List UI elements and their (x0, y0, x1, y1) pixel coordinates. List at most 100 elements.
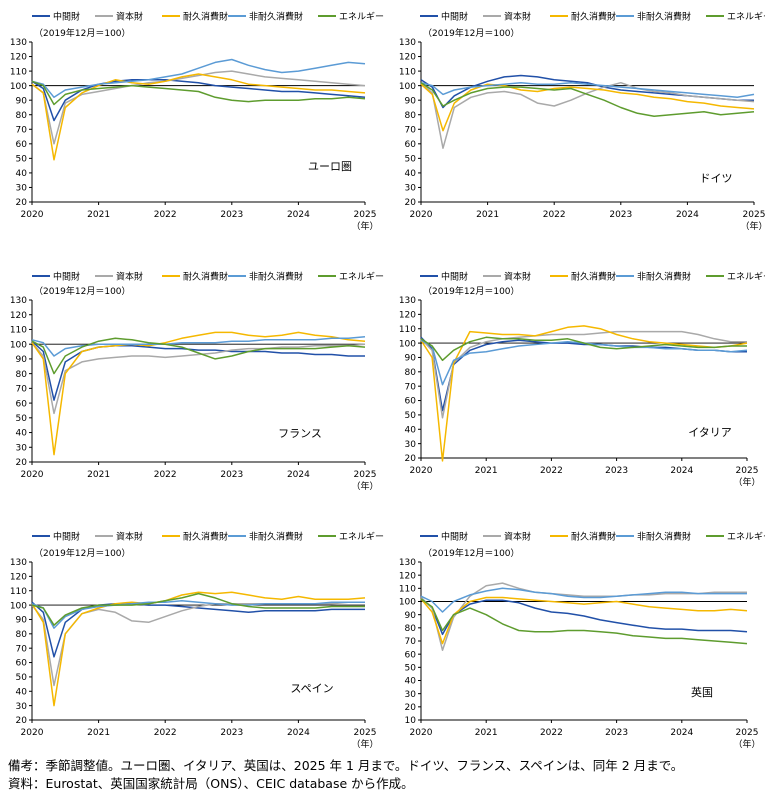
figure: 中間財 資本財 耐久消費財 非耐久消費財 エネルギー（2019年12月＝100）2030… (10, 11, 765, 751)
y-tick-label: 130 (399, 558, 416, 568)
x-tick-label: 2025 (736, 466, 759, 476)
chart-panel-4: 中間財 資本財 耐久消費財 非耐久消費財 エネルギー （2019年12月＝100） 20 30… (399, 271, 765, 489)
series-line-中間財 (420, 596, 748, 636)
x-tick-label: 2020 (410, 466, 433, 476)
legend-label-nondurable: 非耐久消費財 (249, 531, 303, 543)
x-tick-label: 2025 (743, 210, 765, 220)
y-tick-label: 40 (405, 169, 417, 179)
region-label: フランス (278, 427, 322, 440)
y-tick-label: 40 (16, 429, 28, 439)
y-tick-label: 30 (405, 440, 417, 450)
y-tick-label: 110 (10, 67, 27, 77)
x-tick-label: 2020 (410, 728, 433, 738)
region-label: ドイツ (700, 172, 733, 185)
y-tick-label: 80 (16, 111, 28, 121)
y-tick-label: 50 (405, 155, 417, 165)
y-tick-label: 60 (405, 650, 417, 660)
y-tick-label: 100 (10, 601, 27, 611)
series-line-エネルギー (31, 80, 366, 106)
legend: 中間財 資本財 耐久消費財 非耐久消費財 エネルギー (32, 531, 384, 543)
y-tick-label: 90 (16, 355, 28, 365)
legend-label-durable: 耐久消費財 (183, 271, 228, 283)
y-tick-label: 100 (10, 82, 27, 92)
legend-label-nondurable: 非耐久消費財 (637, 11, 691, 23)
y-tick-label: 50 (16, 155, 28, 165)
y-tick-label: 80 (405, 624, 417, 634)
y-tick-label: 110 (10, 587, 27, 597)
x-tick-label: 2022 (543, 210, 566, 220)
legend-label-capital: 資本財 (116, 271, 143, 283)
x-tick-label: 2024 (676, 210, 699, 220)
y-tick-label: 70 (405, 125, 417, 135)
legend-label-intermediate: 中間財 (53, 531, 80, 543)
x-tick-label: 2023 (220, 470, 243, 480)
legend-label-durable: 耐久消費財 (183, 11, 228, 23)
y-tick-label: 50 (405, 411, 417, 421)
y-tick-label: 130 (10, 558, 27, 568)
legend-label-durable: 耐久消費財 (571, 531, 616, 543)
region-label: スペイン (290, 682, 333, 695)
series-line-エネルギー (420, 336, 747, 362)
y-tick-label: 70 (405, 637, 417, 647)
legend-label-durable: 耐久消費財 (571, 271, 616, 283)
y-tick-label: 70 (405, 382, 417, 392)
index-note: （2019年12月＝100） (423, 27, 520, 39)
y-tick-label: 130 (399, 296, 416, 306)
y-tick-label: 20 (405, 703, 417, 713)
y-tick-label: 90 (405, 611, 417, 621)
x-tick-label: 2022 (540, 466, 563, 476)
x-tick-label: 2025 (354, 210, 377, 220)
y-tick-label: 120 (399, 311, 416, 321)
x-tick-label: 2024 (670, 728, 693, 738)
note-line-2: 資料：Eurostat、英国国家統計局（ONS）、CEIC database か… (8, 776, 414, 791)
x-tick-label: 2021 (87, 470, 110, 480)
legend: 中間財 資本財 耐久消費財 非耐久消費財 エネルギー (420, 531, 765, 543)
y-tick-label: 50 (405, 664, 417, 674)
y-tick-label: 100 (399, 82, 416, 92)
legend: 中間財 資本財 耐久消費財 非耐久消費財 エネルギー (32, 11, 384, 23)
legend-label-nondurable: 非耐久消費財 (249, 11, 303, 23)
y-tick-label: 70 (16, 125, 28, 135)
x-unit-label: （年） (740, 220, 765, 232)
y-tick-label: 70 (16, 644, 28, 654)
legend-label-energy: エネルギー (339, 272, 384, 283)
x-tick-label: 2023 (220, 210, 243, 220)
series-line-中間財 (31, 601, 365, 658)
x-tick-label: 2021 (476, 210, 499, 220)
y-tick-label: 80 (16, 370, 28, 380)
x-tick-label: 2024 (287, 728, 310, 738)
y-tick-label: 30 (16, 443, 28, 453)
x-tick-label: 2021 (87, 728, 110, 738)
y-tick-label: 70 (16, 385, 28, 395)
region-label: イタリア (688, 426, 732, 439)
series-line-非耐久消費財 (31, 600, 365, 629)
y-tick-label: 90 (405, 96, 417, 106)
x-tick-label: 2021 (475, 728, 498, 738)
series-line-中間財 (31, 340, 365, 401)
legend-label-nondurable: 非耐久消費財 (637, 271, 691, 283)
y-tick-label: 100 (399, 339, 416, 349)
y-tick-label: 110 (399, 585, 416, 595)
x-tick-label: 2023 (220, 728, 243, 738)
y-tick-label: 110 (10, 326, 27, 336)
x-tick-label: 2025 (354, 728, 377, 738)
series-line-エネルギー (31, 592, 365, 626)
x-tick-label: 2020 (21, 470, 44, 480)
legend-label-energy: エネルギー (339, 12, 384, 23)
x-tick-label: 2022 (154, 470, 177, 480)
x-tick-label: 2022 (154, 728, 177, 738)
series-line-エネルギー (31, 337, 366, 375)
y-tick-label: 30 (405, 690, 417, 700)
y-tick-label: 20 (16, 716, 28, 726)
x-tick-label: 2023 (605, 728, 628, 738)
series-line-エネルギー (420, 598, 748, 645)
y-tick-label: 20 (405, 454, 417, 464)
y-tick-label: 60 (16, 399, 28, 409)
y-tick-label: 120 (399, 571, 416, 581)
x-tick-label: 2023 (609, 210, 632, 220)
y-tick-label: 110 (399, 67, 416, 77)
y-tick-label: 60 (16, 659, 28, 669)
series-line-非耐久消費財 (420, 81, 755, 99)
y-tick-label: 50 (16, 414, 28, 424)
x-unit-label: （年） (351, 738, 378, 750)
